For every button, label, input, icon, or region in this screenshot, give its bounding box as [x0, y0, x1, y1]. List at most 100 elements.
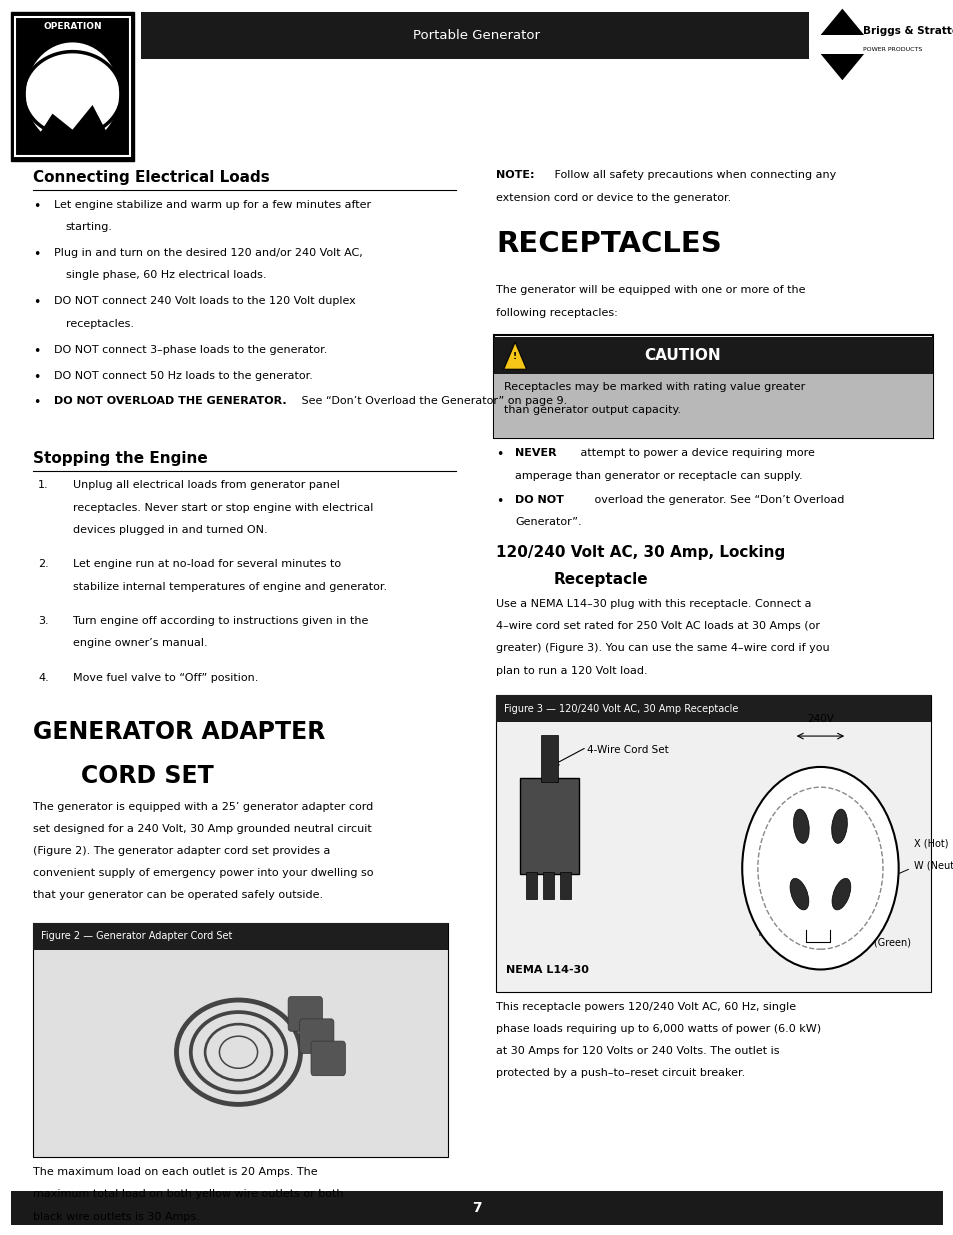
Text: Plug in and turn on the desired 120 and/or 240 Volt AC,: Plug in and turn on the desired 120 and/… [54, 248, 363, 258]
FancyBboxPatch shape [33, 923, 448, 1157]
Text: 4.: 4. [38, 673, 49, 683]
Text: than generator output capacity.: than generator output capacity. [503, 405, 680, 415]
FancyBboxPatch shape [311, 1041, 345, 1076]
Text: The maximum load on each outlet is 20 Amps. The: The maximum load on each outlet is 20 Am… [33, 1167, 317, 1177]
Text: 4–wire cord set rated for 250 Volt AC loads at 30 Amps (or: 4–wire cord set rated for 250 Volt AC lo… [496, 621, 820, 631]
Text: 2.: 2. [38, 559, 49, 569]
Text: that your generator can be operated safely outside.: that your generator can be operated safe… [33, 890, 323, 900]
Text: NEMA L14-30: NEMA L14-30 [505, 965, 588, 974]
FancyBboxPatch shape [496, 695, 930, 992]
Text: DO NOT: DO NOT [515, 495, 563, 505]
Text: Briggs & Strattonʹ: Briggs & Strattonʹ [862, 26, 953, 36]
Ellipse shape [793, 809, 808, 844]
Text: POWER PRODUCTS: POWER PRODUCTS [862, 47, 922, 52]
Text: maximum total load on both yellow wire outlets or both: maximum total load on both yellow wire o… [33, 1189, 343, 1199]
Text: phase loads requiring up to 6,000 watts of power (6.0 kW): phase loads requiring up to 6,000 watts … [496, 1024, 821, 1034]
Text: DO NOT connect 240 Volt loads to the 120 Volt duplex: DO NOT connect 240 Volt loads to the 120… [54, 296, 355, 306]
Text: NOTE:: NOTE: [496, 170, 534, 180]
Text: set designed for a 240 Volt, 30 Amp grounded neutral circuit: set designed for a 240 Volt, 30 Amp grou… [33, 824, 372, 834]
Text: Let engine run at no-load for several minutes to: Let engine run at no-load for several mi… [73, 559, 341, 569]
Text: Turn engine off according to instructions given in the: Turn engine off according to instruction… [73, 616, 369, 626]
Text: Move fuel valve to “Off” position.: Move fuel valve to “Off” position. [73, 673, 258, 683]
Text: engine owner’s manual.: engine owner’s manual. [73, 638, 208, 648]
Text: X (Hot): X (Hot) [913, 839, 947, 848]
Text: receptacles.: receptacles. [66, 319, 133, 329]
Text: ←120V: ←120V [753, 848, 786, 858]
FancyBboxPatch shape [15, 17, 130, 156]
Text: at 30 Amps for 120 Volts or 240 Volts. The outlet is: at 30 Amps for 120 Volts or 240 Volts. T… [496, 1046, 779, 1056]
Text: RECEPTACLES: RECEPTACLES [496, 230, 721, 258]
Text: starting.: starting. [66, 222, 112, 232]
Ellipse shape [25, 41, 120, 146]
Text: Follow all safety precautions when connecting any: Follow all safety precautions when conne… [551, 170, 836, 180]
Text: 240V: 240V [806, 714, 833, 724]
Text: convenient supply of emergency power into your dwelling so: convenient supply of emergency power int… [33, 868, 374, 878]
FancyBboxPatch shape [559, 872, 571, 899]
Text: W (Neutral): W (Neutral) [913, 861, 953, 871]
Text: following receptacles:: following receptacles: [496, 308, 618, 317]
Text: OPERATION: OPERATION [43, 22, 102, 31]
FancyBboxPatch shape [494, 335, 932, 438]
Ellipse shape [831, 809, 846, 844]
Text: Unplug all electrical loads from generator panel: Unplug all electrical loads from generat… [73, 480, 340, 490]
Text: CAUTION: CAUTION [643, 348, 720, 363]
Text: overload the generator. See “Don’t Overload: overload the generator. See “Don’t Overl… [591, 495, 844, 505]
Text: plan to run a 120 Volt load.: plan to run a 120 Volt load. [496, 666, 647, 676]
Text: devices plugged in and turned ON.: devices plugged in and turned ON. [73, 525, 268, 535]
FancyBboxPatch shape [540, 735, 558, 782]
Text: 3.: 3. [38, 616, 49, 626]
Text: single phase, 60 Hz electrical loads.: single phase, 60 Hz electrical loads. [66, 270, 266, 280]
Ellipse shape [789, 878, 808, 910]
FancyBboxPatch shape [288, 997, 322, 1031]
Text: Generator”.: Generator”. [515, 517, 581, 527]
FancyBboxPatch shape [11, 1191, 942, 1225]
Ellipse shape [831, 878, 850, 910]
FancyBboxPatch shape [11, 12, 133, 161]
FancyBboxPatch shape [141, 12, 808, 59]
Text: Stopping the Engine: Stopping the Engine [33, 451, 208, 466]
Text: The generator is equipped with a 25’ generator adapter cord: The generator is equipped with a 25’ gen… [33, 802, 374, 811]
FancyBboxPatch shape [812, 35, 871, 54]
Text: Connecting Electrical Loads: Connecting Electrical Loads [33, 170, 270, 185]
Text: NEVER: NEVER [515, 448, 557, 458]
Text: 7: 7 [472, 1200, 481, 1215]
FancyBboxPatch shape [542, 872, 554, 899]
Text: stabilize internal temperatures of engine and generator.: stabilize internal temperatures of engin… [73, 582, 387, 592]
Text: DO NOT OVERLOAD THE GENERATOR.: DO NOT OVERLOAD THE GENERATOR. [54, 396, 287, 406]
Text: •: • [496, 495, 503, 509]
Text: GENERATOR ADAPTER: GENERATOR ADAPTER [33, 720, 325, 743]
Circle shape [741, 767, 898, 969]
Text: attempt to power a device requiring more: attempt to power a device requiring more [577, 448, 814, 458]
Text: 120V→: 120V→ [839, 848, 872, 858]
Text: The generator will be equipped with one or more of the: The generator will be equipped with one … [496, 285, 804, 295]
Text: Y (Hot): Y (Hot) [755, 927, 789, 937]
Polygon shape [503, 342, 526, 369]
Text: Receptacles may be marked with rating value greater: Receptacles may be marked with rating va… [503, 382, 804, 391]
Text: DO NOT connect 3–phase loads to the generator.: DO NOT connect 3–phase loads to the gene… [54, 345, 328, 354]
Text: amperage than generator or receptacle can supply.: amperage than generator or receptacle ca… [515, 471, 801, 480]
Text: Let engine stabilize and warm up for a few minutes after: Let engine stabilize and warm up for a f… [54, 200, 371, 210]
Text: Portable Generator: Portable Generator [413, 30, 540, 42]
Text: See “Don’t Overload the Generator” on page 9.: See “Don’t Overload the Generator” on pa… [297, 396, 566, 406]
Text: Use a NEMA L14–30 plug with this receptacle. Connect a: Use a NEMA L14–30 plug with this recepta… [496, 599, 811, 609]
Text: 120/240 Volt AC, 30 Amp, Locking: 120/240 Volt AC, 30 Amp, Locking [496, 545, 784, 559]
FancyBboxPatch shape [299, 1019, 334, 1053]
FancyBboxPatch shape [525, 872, 537, 899]
FancyBboxPatch shape [33, 923, 448, 950]
FancyBboxPatch shape [494, 337, 932, 374]
Text: (Figure 2). The generator adapter cord set provides a: (Figure 2). The generator adapter cord s… [33, 846, 331, 856]
Text: •: • [33, 200, 41, 214]
Text: !: ! [513, 352, 517, 362]
Text: Figure 3 — 120/240 Volt AC, 30 Amp Receptacle: Figure 3 — 120/240 Volt AC, 30 Amp Recep… [503, 704, 738, 714]
Text: Receptacle: Receptacle [553, 572, 647, 587]
Text: Ground (Green): Ground (Green) [834, 937, 910, 947]
Polygon shape [29, 105, 116, 151]
Text: •: • [33, 296, 41, 310]
Text: protected by a push–to–reset circuit breaker.: protected by a push–to–reset circuit bre… [496, 1068, 744, 1078]
Text: •: • [33, 248, 41, 262]
Text: 4-Wire Cord Set: 4-Wire Cord Set [586, 745, 668, 755]
Text: black wire outlets is 30 Amps.: black wire outlets is 30 Amps. [33, 1212, 200, 1221]
FancyBboxPatch shape [496, 695, 930, 722]
FancyBboxPatch shape [519, 778, 578, 874]
Text: extension cord or device to the generator.: extension cord or device to the generato… [496, 193, 731, 203]
